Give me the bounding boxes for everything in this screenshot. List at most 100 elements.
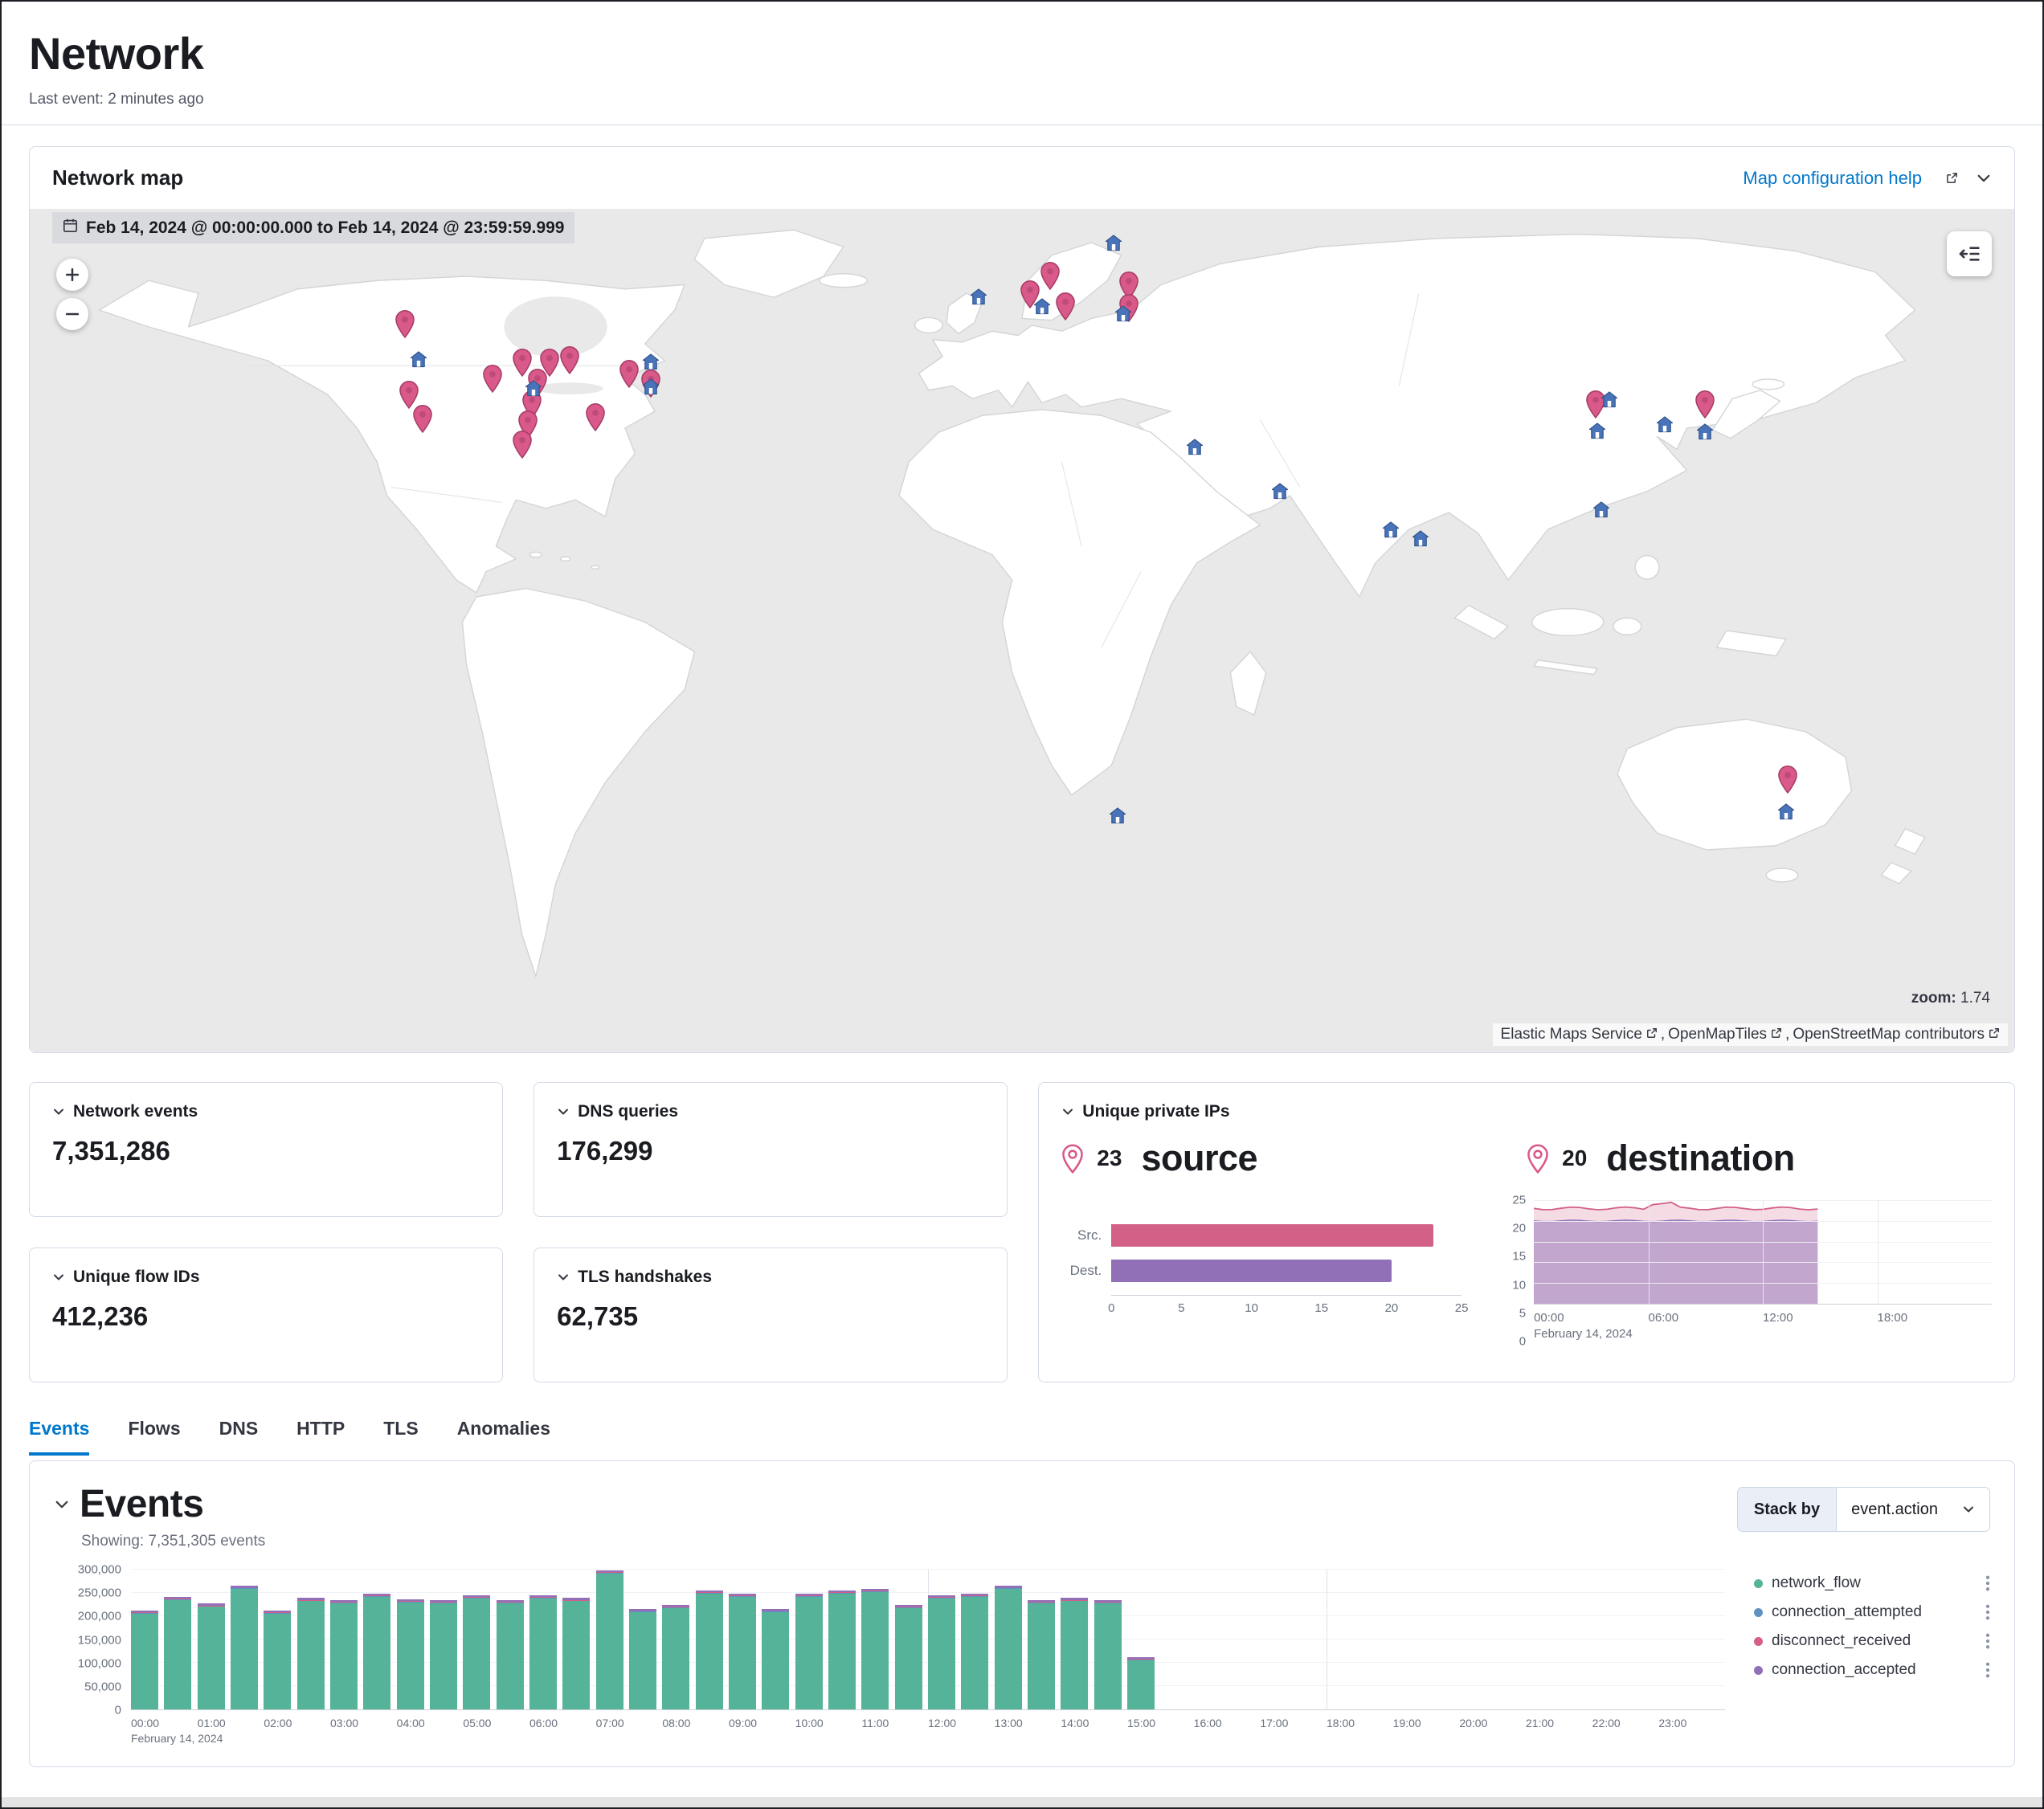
source-location-pin[interactable] [511,430,533,463]
chevron-down-icon[interactable] [1061,1105,1074,1118]
chevron-down-icon[interactable] [557,1105,570,1118]
stack-by-select[interactable]: event.action [1837,1488,1989,1531]
map-legend-toggle-button[interactable] [1947,231,1992,276]
source-location-pin[interactable] [618,359,640,392]
histogram-bar[interactable] [595,1570,623,1709]
world-map[interactable]: Feb 14, 2024 @ 00:00:00.000 to Feb 14, 2… [30,209,2014,1052]
attribution-link[interactable]: Elastic Maps Service [1501,1026,1658,1043]
chevron-down-icon[interactable] [52,1105,65,1118]
histogram-bar[interactable] [894,1604,922,1709]
histogram-bar[interactable] [430,1599,457,1709]
histogram-bar[interactable] [1127,1657,1155,1709]
source-location-pin[interactable] [398,380,419,413]
histogram-bar[interactable] [1061,1598,1089,1709]
histogram-bar[interactable] [131,1611,158,1709]
histogram-bar[interactable] [330,1599,358,1709]
histogram-bar[interactable] [164,1596,192,1709]
source-location-pin[interactable] [1584,390,1606,423]
tab-dns[interactable]: DNS [219,1418,259,1439]
map-zoom-out-button[interactable] [56,298,88,330]
histogram-bar[interactable] [729,1593,756,1709]
histogram-bar[interactable] [496,1599,524,1709]
legend-options-button[interactable] [1985,1662,1990,1678]
source-location-pin[interactable] [1777,765,1799,798]
histogram-bar[interactable] [529,1595,557,1709]
host-marker-icon[interactable] [641,377,660,400]
legend-options-button[interactable] [1985,1604,1990,1620]
chevron-down-icon[interactable] [557,1271,570,1284]
source-location-pin[interactable] [1039,261,1061,294]
histogram-bar[interactable] [231,1586,258,1709]
panel-collapse-chevron-icon[interactable] [1976,170,1992,186]
host-marker-icon[interactable] [1032,296,1052,320]
host-marker-icon[interactable] [1104,234,1123,257]
host-marker-icon[interactable] [1381,521,1400,544]
attribution-link[interactable]: OpenStreetMap contributors [1793,1026,2000,1043]
histogram-bar[interactable] [994,1586,1022,1709]
source-location-pin[interactable] [1694,390,1715,423]
host-marker-icon[interactable] [1108,806,1127,830]
host-marker-icon[interactable] [1600,390,1619,414]
host-marker-icon[interactable] [1185,438,1204,461]
host-marker-icon[interactable] [641,353,660,376]
host-marker-icon[interactable] [969,288,988,311]
host-marker-icon[interactable] [1592,500,1611,523]
tab-http[interactable]: HTTP [296,1418,345,1439]
source-location-pin[interactable] [558,345,580,378]
bar-source[interactable] [1111,1224,1434,1247]
source-location-pin[interactable] [394,309,415,342]
histogram-bar[interactable] [1094,1599,1122,1709]
source-location-pin[interactable] [412,405,434,438]
histogram-bar[interactable] [629,1609,656,1709]
host-marker-icon[interactable] [1588,422,1607,445]
horizontal-scrollbar[interactable] [2,1797,2042,1807]
legend-item-network_flow[interactable]: network_flow [1754,1574,1990,1592]
bar-destination[interactable] [1111,1260,1392,1282]
bar-row-source: Src. [1061,1224,1461,1247]
histogram-bar[interactable] [363,1593,391,1709]
legend-item-connection_attempted[interactable]: connection_attempted [1754,1603,1990,1621]
source-location-pin[interactable] [1055,292,1077,325]
histogram-bar[interactable] [695,1591,723,1709]
chevron-down-icon[interactable] [52,1271,65,1284]
legend-options-button[interactable] [1985,1575,1990,1591]
tab-tls[interactable]: TLS [383,1418,419,1439]
legend-item-disconnect_received[interactable]: disconnect_received [1754,1632,1990,1650]
map-zoom-in-button[interactable] [56,259,88,291]
map-configuration-help-link[interactable]: Map configuration help [1743,168,1958,189]
legend-item-connection_accepted[interactable]: connection_accepted [1754,1661,1990,1679]
host-marker-icon[interactable] [1270,481,1290,504]
host-marker-icon[interactable] [409,350,428,374]
histogram-bar[interactable] [296,1598,325,1709]
histogram-bar[interactable] [762,1609,790,1709]
tab-events[interactable]: Events [29,1418,90,1456]
source-location-pin[interactable] [1019,280,1040,313]
source-location-pin[interactable] [481,365,503,398]
histogram-bar[interactable] [463,1595,491,1709]
chevron-down-icon[interactable] [54,1497,70,1513]
host-marker-icon[interactable] [1411,529,1430,552]
histogram-bar[interactable] [1028,1599,1055,1709]
histogram-bar[interactable] [562,1598,591,1709]
source-location-pin[interactable] [539,349,561,382]
tab-flows[interactable]: Flows [128,1418,181,1439]
host-marker-icon[interactable] [1655,414,1674,438]
legend-options-button[interactable] [1985,1633,1990,1649]
host-marker-icon[interactable] [1114,304,1133,328]
histogram-bar[interactable] [662,1604,690,1709]
histogram-bar[interactable] [396,1599,424,1709]
histogram-bar[interactable] [928,1595,955,1709]
histogram-bar[interactable] [264,1611,292,1709]
host-marker-icon[interactable] [1776,802,1796,825]
host-marker-icon[interactable] [1695,423,1715,446]
tab-anomalies[interactable]: Anomalies [456,1418,551,1439]
source-location-pin[interactable] [584,403,606,436]
histogram-bar[interactable] [961,1593,989,1709]
attribution-link[interactable]: OpenMapTiles [1668,1026,1782,1043]
histogram-bar[interactable] [795,1593,823,1709]
source-location-pin[interactable] [511,349,533,382]
host-marker-icon[interactable] [524,378,543,402]
histogram-bar[interactable] [828,1591,856,1709]
histogram-bar[interactable] [197,1603,225,1709]
histogram-bar[interactable] [861,1588,889,1709]
